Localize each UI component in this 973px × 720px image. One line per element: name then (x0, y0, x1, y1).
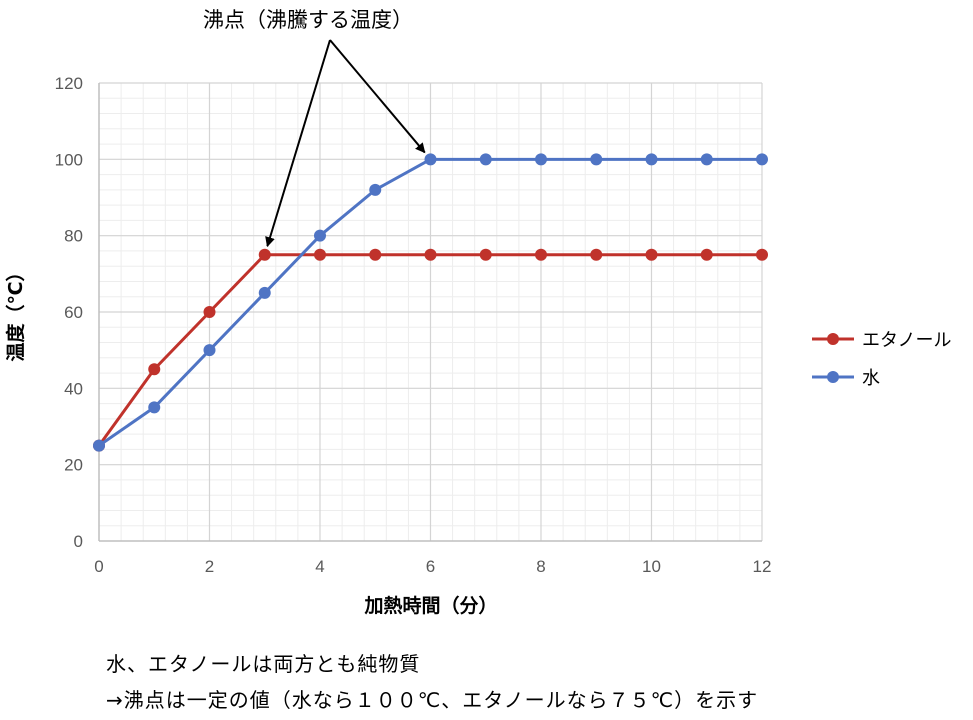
data-point (148, 401, 161, 414)
data-point (148, 363, 161, 376)
x-axis-title: 加熱時間（分） (363, 594, 497, 617)
series-layer (93, 153, 768, 452)
x-tick-label: 0 (94, 557, 103, 576)
data-point (590, 153, 603, 166)
line-chart: 0 20 40 60 80 100 120 0 2 4 6 8 10 12 沸点（沸騰する温度） 温度（℃… (4, 8, 951, 617)
data-point (424, 153, 437, 166)
boiling-point-annotation: 沸点（沸騰する温度） (203, 8, 426, 248)
x-tick-label: 2 (205, 557, 214, 576)
data-point (258, 286, 271, 299)
x-tick-label: 6 (426, 557, 435, 576)
x-tick-label: 10 (642, 557, 661, 576)
data-point (93, 439, 105, 452)
major-gridlines (99, 82, 763, 541)
legend-label: 水 (862, 368, 880, 389)
note-line-1: 水、エタノールは両方とも純物質 (106, 652, 421, 676)
data-point (314, 248, 326, 261)
y-tick-label: 0 (74, 532, 83, 551)
data-point (369, 183, 382, 196)
annotation-label: 沸点（沸騰する温度） (203, 8, 413, 32)
y-tick-label: 120 (55, 74, 83, 93)
note-line-2: →沸点は一定の値（水なら１００℃、エタノールなら７５℃）を示す (106, 688, 759, 712)
data-point (700, 153, 713, 166)
data-point (645, 153, 658, 166)
axes: 0 20 40 60 80 100 120 0 2 4 6 8 10 12 (55, 74, 772, 576)
legend-label: エタノール (862, 330, 951, 351)
y-axis-title: 温度（℃） (4, 262, 27, 361)
annotation-arrow (329, 39, 426, 154)
y-tick-label: 80 (64, 227, 83, 246)
y-tick-label: 20 (64, 456, 83, 475)
data-point (479, 153, 492, 166)
data-point (590, 248, 603, 261)
data-point (479, 248, 492, 261)
data-point (258, 248, 271, 261)
data-point (369, 248, 382, 261)
legend-swatch-marker (827, 333, 839, 345)
data-point (535, 248, 547, 261)
y-tick-label: 60 (64, 303, 83, 322)
y-tick-label: 40 (64, 379, 83, 398)
x-tick-label: 12 (753, 557, 772, 576)
x-tick-label: 4 (315, 557, 324, 576)
x-tick-label: 8 (536, 557, 545, 576)
data-point (756, 153, 768, 166)
data-point (203, 344, 216, 357)
annotation-arrow (265, 39, 331, 248)
data-point (700, 248, 713, 261)
y-tick-label: 100 (55, 150, 83, 169)
data-point (756, 248, 768, 261)
data-point (203, 306, 216, 318)
data-point (535, 153, 547, 166)
legend-swatch-marker (827, 371, 839, 383)
data-point (424, 248, 437, 261)
data-point (314, 229, 326, 242)
data-point (645, 248, 658, 261)
series-1 (93, 153, 768, 452)
